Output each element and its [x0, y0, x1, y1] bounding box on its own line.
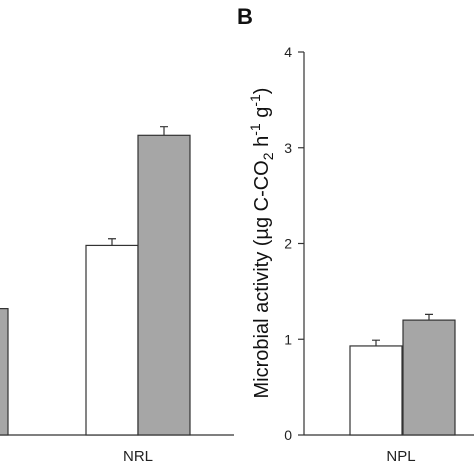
- panel-b-y-tick-label-1: 1: [284, 331, 292, 347]
- panel-b-category-label-npl: NPL: [386, 448, 415, 465]
- panel-a-bar-nrl-gray: [137, 134, 191, 436]
- panel-b-bar-npl-white: [349, 345, 403, 436]
- panel-a-errorbar-nrl-gray: [160, 126, 168, 136]
- panel-a-bar-nrl-white: [85, 244, 139, 436]
- panel-b-errorbar-npl-gray: [425, 313, 433, 321]
- panel-a-bar-group1-gray: [0, 308, 9, 436]
- panel-b-bar-npl-gray: [402, 319, 456, 436]
- panel-b-y-tick-label-3: 3: [284, 140, 292, 156]
- panel-b-y-tick-label-4: 4: [284, 44, 292, 60]
- panel-b-y-tick-label-0: 0: [284, 427, 292, 443]
- panel-b-y-axis-label: Microbial activity (µg C-CO2 h-1 g-1): [247, 88, 276, 399]
- panel-a: NRL: [0, 126, 234, 465]
- panel-b-label: B: [237, 4, 253, 29]
- panel-b-y-tick-label-2: 2: [284, 236, 292, 252]
- panel-a-errorbar-nrl-white: [108, 238, 116, 246]
- panel-a-category-label-nrl: NRL: [123, 448, 153, 465]
- panel-b-errorbar-npl-white: [372, 339, 380, 346]
- panel-b: B Microbial activity (µg C-CO2 h-1 g-1) …: [237, 4, 474, 465]
